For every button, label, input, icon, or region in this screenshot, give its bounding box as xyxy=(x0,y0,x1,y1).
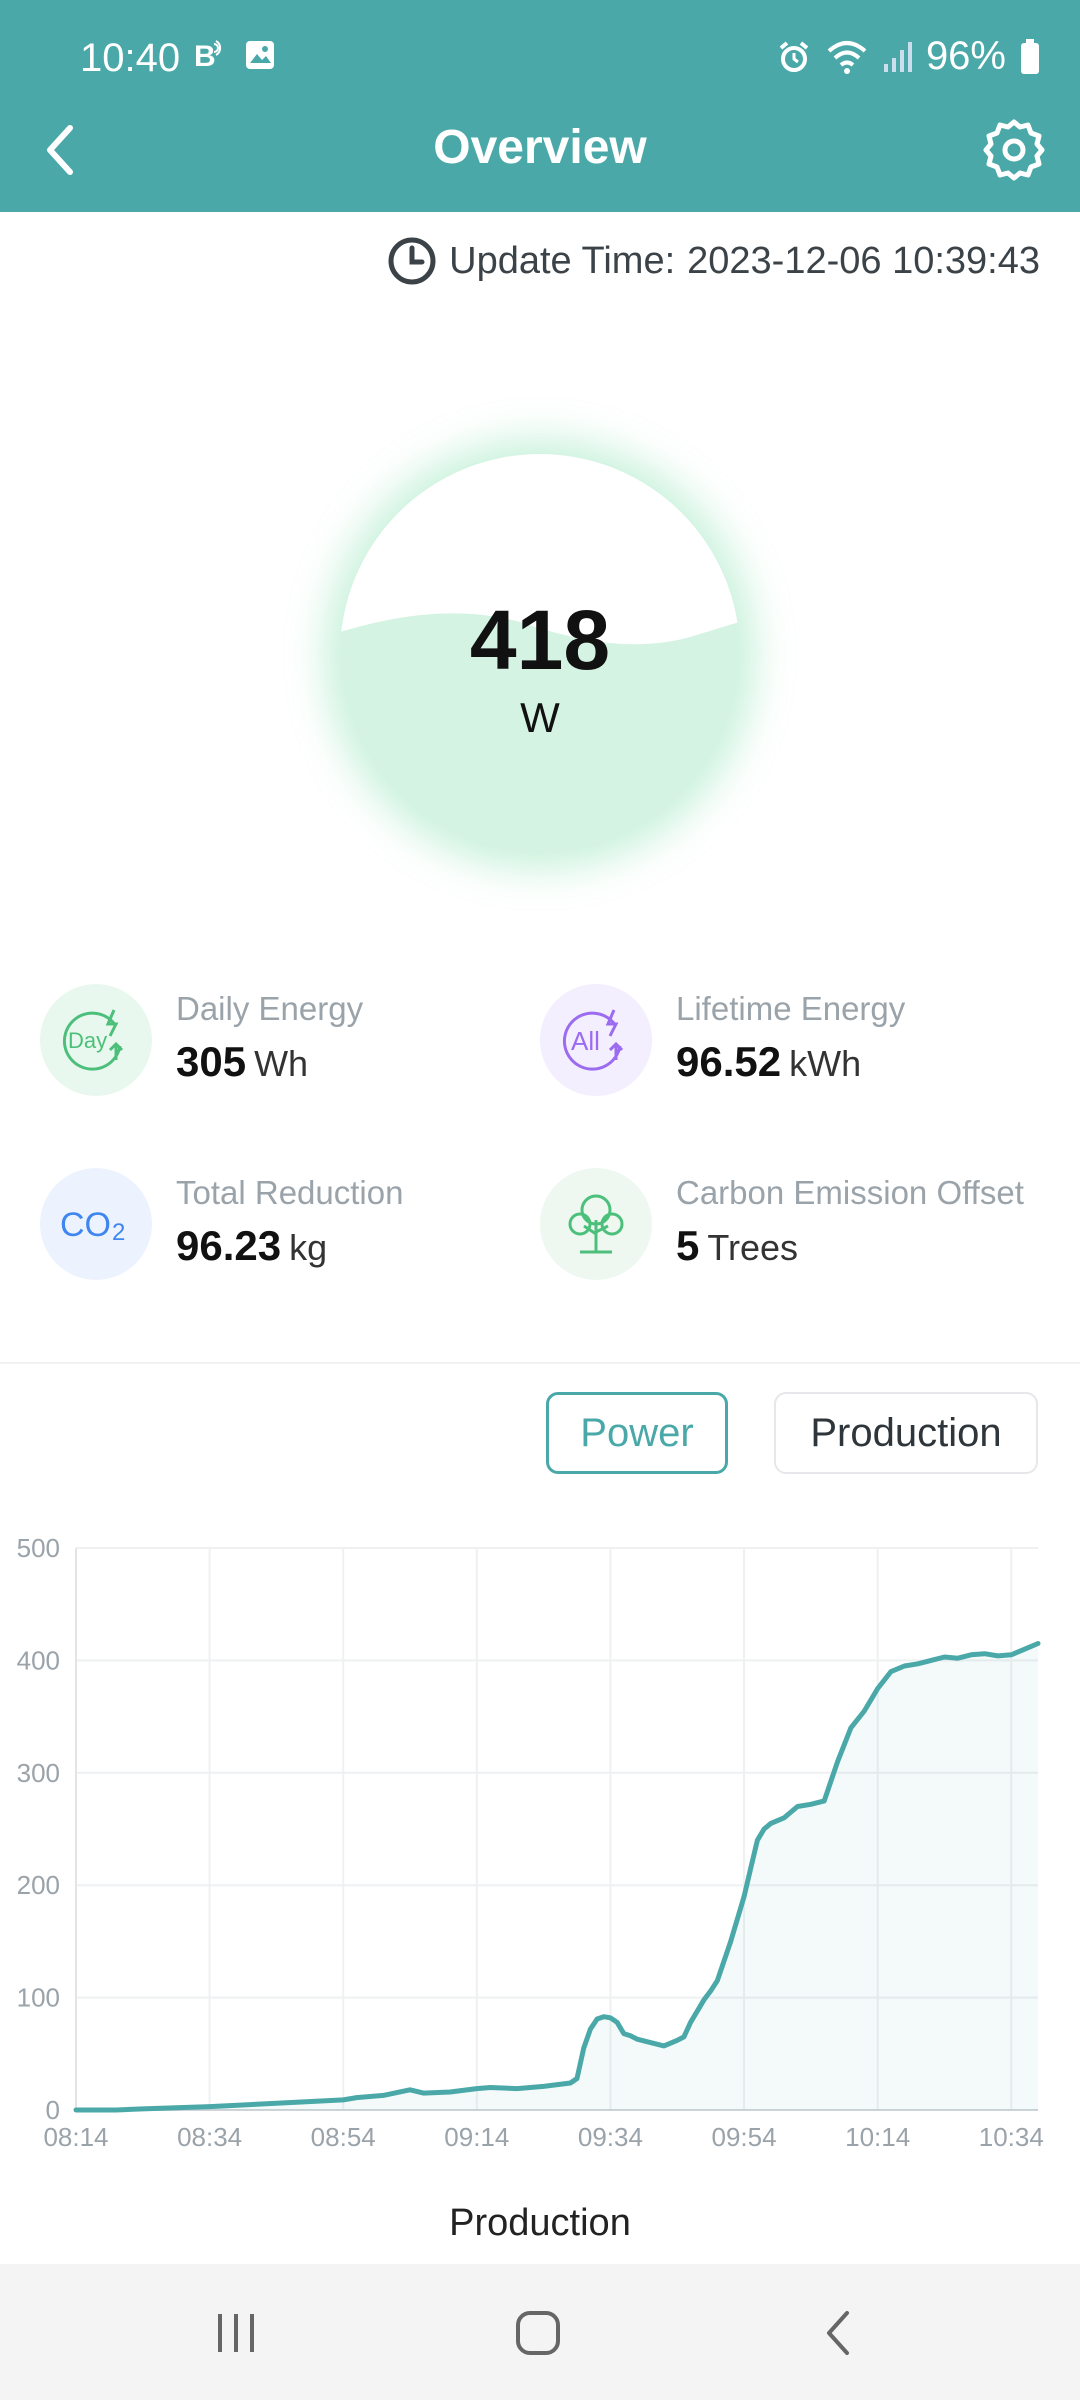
series-area xyxy=(76,1643,1038,2110)
power-tab-button[interactable]: Power xyxy=(546,1392,728,1474)
svg-text:CO: CO xyxy=(60,1206,111,1244)
update-time: Update Time: 2023-12-06 10:39:43 xyxy=(387,236,1040,286)
stat-value: 96.52 kWh xyxy=(676,1038,861,1086)
gauge-unit: W xyxy=(520,694,560,741)
all-energy-icon: All xyxy=(540,984,652,1096)
power-chart: 0 100 200 300 400 500 08:14 08:34 08:54 09:14 09:3… xyxy=(17,1533,1044,2152)
page-title: Overview xyxy=(433,121,647,174)
y-tick-label: 300 xyxy=(17,1758,60,1788)
x-tick-label: 08:34 xyxy=(177,2122,242,2152)
status-time: 10:40 xyxy=(80,36,181,80)
tree-glyph xyxy=(568,1194,624,1254)
stat-unit: kWh xyxy=(789,1043,862,1084)
stat-value: 96.23 kg xyxy=(176,1222,327,1270)
x-tick-label: 09:54 xyxy=(712,2122,777,2152)
settings-button[interactable] xyxy=(982,118,1046,182)
day-glyph: Day xyxy=(62,1009,124,1071)
x-tick-label: 10:14 xyxy=(845,2122,910,2152)
svg-text:Day: Day xyxy=(68,1028,107,1053)
day-energy-icon: Day xyxy=(40,984,152,1096)
stat-number: 305 xyxy=(176,1038,247,1085)
update-time-label: Update Time: xyxy=(449,239,676,282)
gallery-icon xyxy=(246,41,274,69)
clock-icon xyxy=(388,237,436,285)
stat-value: 5 Trees xyxy=(676,1222,798,1270)
x-tick-label: 10:34 xyxy=(979,2122,1044,2152)
home-button[interactable] xyxy=(498,2298,578,2368)
stat-unit: kg xyxy=(289,1227,328,1268)
back-button[interactable] xyxy=(36,118,92,182)
home-icon xyxy=(516,2311,560,2355)
svg-text:2: 2 xyxy=(112,1219,125,1246)
stat-unit: Wh xyxy=(254,1043,309,1084)
y-tick-label: 100 xyxy=(17,1983,60,2013)
power-gauge: 418 W xyxy=(340,454,740,854)
gauge-value: 418 xyxy=(469,593,611,687)
app-header: 10:40 B 96% xyxy=(0,0,1080,212)
wifi-icon xyxy=(827,40,867,74)
tree-icon xyxy=(540,1168,652,1280)
battery-icon xyxy=(1021,38,1039,74)
alarm-icon xyxy=(779,40,809,72)
status-notification-icons: B xyxy=(192,38,276,72)
b-notification-icon: B xyxy=(194,40,222,72)
x-tick-label: 09:14 xyxy=(444,2122,509,2152)
all-glyph: All xyxy=(562,1009,624,1071)
signal-icon xyxy=(883,41,912,72)
co2-icon: CO 2 xyxy=(40,1168,152,1280)
svg-text:B: B xyxy=(194,40,216,72)
gauge-wave xyxy=(340,613,740,854)
x-tick-label: 08:14 xyxy=(43,2122,108,2152)
stat-label: Carbon Emission Offset xyxy=(676,1174,1024,1211)
production-tab-button[interactable]: Production xyxy=(774,1392,1038,1474)
y-tick-label: 0 xyxy=(46,2095,60,2125)
back-chevron-icon xyxy=(827,2311,849,2355)
stat-value: 305 Wh xyxy=(176,1038,308,1086)
series-line xyxy=(73,1641,1041,2113)
update-time-value: 2023-12-06 10:39:43 xyxy=(687,239,1040,282)
stat-number: 5 xyxy=(676,1222,700,1269)
y-tick-label: 200 xyxy=(17,1870,60,1900)
stat-number: 96.23 xyxy=(176,1222,282,1269)
svg-text:All: All xyxy=(571,1026,600,1056)
gauge-circle: 418 W xyxy=(340,454,740,854)
x-tick-label: 08:54 xyxy=(311,2122,376,2152)
chart-caption: Production xyxy=(449,2202,631,2244)
nav-back-button[interactable] xyxy=(800,2298,880,2368)
status-right: 96% xyxy=(776,34,1040,79)
co2-glyph: CO 2 xyxy=(60,1206,125,1246)
y-tick-label: 500 xyxy=(17,1533,60,1563)
stat-label: Total Reduction xyxy=(176,1174,404,1211)
x-tick-label: 09:34 xyxy=(578,2122,643,2152)
stat-label: Daily Energy xyxy=(176,990,364,1027)
y-tick-label: 400 xyxy=(17,1645,60,1675)
battery-percent: 96% xyxy=(925,34,1006,78)
recent-apps-button[interactable] xyxy=(196,2298,276,2368)
gear-icon xyxy=(983,119,1045,181)
system-nav-bar xyxy=(0,2264,1080,2400)
stat-number: 96.52 xyxy=(676,1038,782,1085)
stat-label: Lifetime Energy xyxy=(676,990,906,1027)
chevron-left-icon xyxy=(47,125,73,175)
section-divider xyxy=(0,1362,1080,1364)
recent-apps-icon xyxy=(218,2314,254,2352)
stat-unit: Trees xyxy=(707,1227,799,1268)
